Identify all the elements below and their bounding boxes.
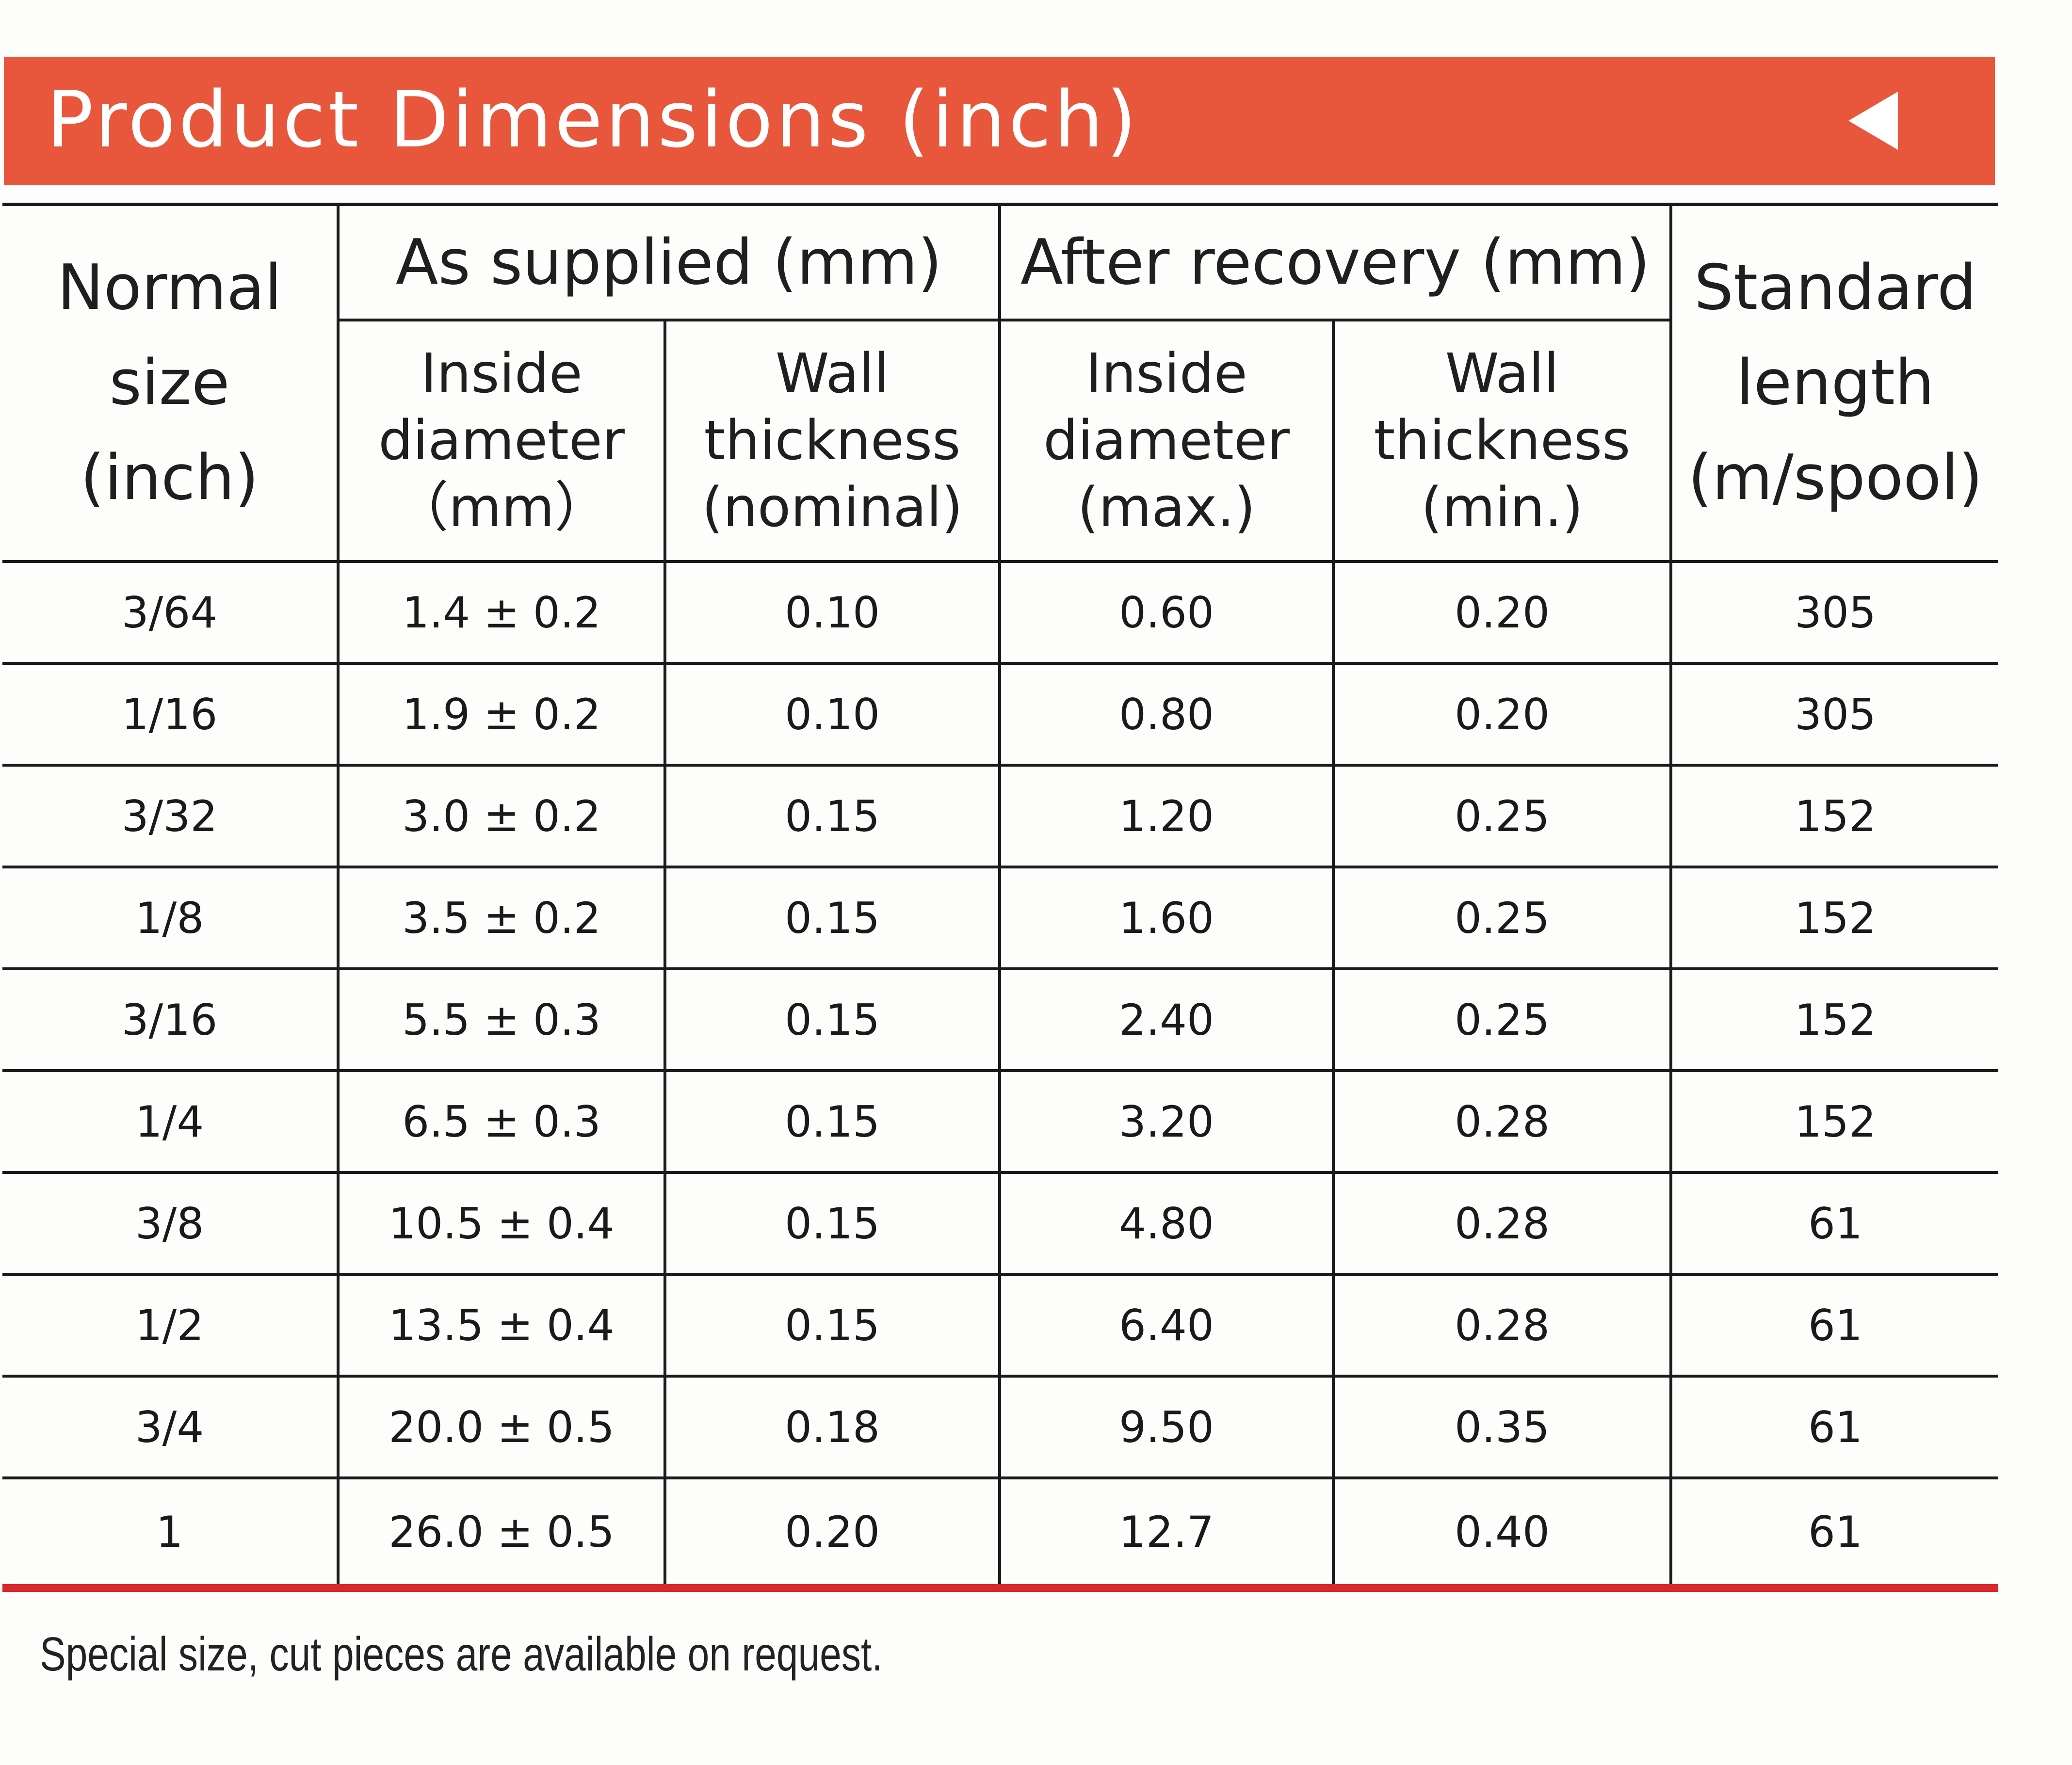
cell-inside-diameter-max: 12.7 [998, 1476, 1335, 1592]
table-row: 1/2 13.5 ± 0.4 0.15 6.40 0.28 61 [2, 1273, 1998, 1378]
cell-normal-size: 1 [2, 1476, 340, 1592]
cell-wall-thickness-nominal: 0.15 [664, 764, 1001, 868]
cell-wall-thickness-min: 0.28 [1332, 1171, 1672, 1276]
cell-standard-length: 152 [1669, 764, 1998, 868]
cell-standard-length: 61 [1669, 1171, 1998, 1276]
cell-normal-size: 1/8 [2, 866, 340, 970]
cell-wall-thickness-nominal: 0.15 [664, 1171, 1001, 1276]
header-after-recovery: After recovery (mm) [998, 203, 1672, 321]
cell-standard-length: 61 [1669, 1375, 1998, 1479]
cell-inside-diameter-max: 1.20 [998, 764, 1335, 868]
cell-wall-thickness-nominal: 0.18 [664, 1375, 1001, 1479]
header-row-sub: Inside diameter （mm） Wall thickness (nom… [2, 319, 1998, 563]
cell-normal-size: 1/16 [2, 662, 340, 767]
header-inside-diameter-supplied: Inside diameter （mm） [338, 319, 666, 563]
cell-wall-thickness-nominal: 0.10 [664, 560, 1001, 665]
cell-wall-thickness-nominal: 0.15 [664, 967, 1001, 1072]
table-row: 1 26.0 ± 0.5 0.20 12.7 0.40 61 [2, 1476, 1998, 1592]
cell-normal-size: 1/4 [2, 1069, 340, 1174]
title-banner: Product Dimensions (inch) [4, 57, 1995, 185]
cell-normal-size: 3/32 [2, 764, 340, 868]
cell-wall-thickness-min: 0.28 [1332, 1273, 1672, 1378]
cell-standard-length: 61 [1669, 1273, 1998, 1378]
dimensions-table: Normal size (inch) As supplied (mm) Afte… [2, 203, 1998, 1592]
header-wall-thickness-min: Wall thickness (min.) [1332, 319, 1671, 563]
cell-inside-diameter-supplied: 3.0 ± 0.2 [337, 764, 666, 868]
table-row: 3/64 1.4 ± 0.2 0.10 0.60 0.20 305 [2, 560, 1998, 665]
table-row: 3/32 3.0 ± 0.2 0.15 1.20 0.25 152 [2, 764, 1998, 868]
triangle-left-icon [1848, 92, 1898, 150]
cell-inside-diameter-supplied: 5.5 ± 0.3 [337, 967, 666, 1072]
cell-inside-diameter-supplied: 1.4 ± 0.2 [337, 560, 666, 665]
cell-inside-diameter-supplied: 13.5 ± 0.4 [337, 1273, 666, 1378]
header-normal-size: Normal size (inch) [2, 203, 340, 563]
header-wall-thickness-nominal: Wall thickness (nominal) [664, 319, 1001, 563]
table-row: 1/4 6.5 ± 0.3 0.15 3.20 0.28 152 [2, 1069, 1998, 1174]
cell-standard-length: 152 [1669, 866, 1998, 970]
cell-inside-diameter-max: 0.60 [998, 560, 1335, 665]
table-row: 1/8 3.5 ± 0.2 0.15 1.60 0.25 152 [2, 866, 1998, 970]
header-inside-diameter-max: Inside diameter (max.) [998, 319, 1335, 563]
cell-wall-thickness-nominal: 0.20 [664, 1476, 1001, 1592]
header-as-supplied: As supplied (mm) [337, 203, 1001, 321]
table-body: 3/64 1.4 ± 0.2 0.10 0.60 0.20 305 1/16 1.9 ± 0.… [2, 560, 1998, 1592]
header-row-groups: Normal size (inch) As supplied (mm) Afte… [2, 203, 1998, 563]
cell-normal-size: 3/64 [2, 560, 340, 665]
footer-note: Special size, cut pieces are available o… [40, 1627, 883, 1681]
cell-wall-thickness-min: 0.35 [1332, 1375, 1672, 1479]
cell-wall-thickness-min: 0.25 [1332, 866, 1672, 970]
table-row: 3/4 20.0 ± 0.5 0.18 9.50 0.35 61 [2, 1375, 1998, 1479]
cell-normal-size: 3/8 [2, 1171, 340, 1276]
cell-inside-diameter-max: 6.40 [998, 1273, 1335, 1378]
cell-standard-length: 152 [1669, 1069, 1998, 1174]
cell-normal-size: 1/2 [2, 1273, 340, 1378]
cell-inside-diameter-max: 2.40 [998, 967, 1335, 1072]
cell-inside-diameter-supplied: 1.9 ± 0.2 [337, 662, 666, 767]
cell-wall-thickness-min: 0.25 [1332, 967, 1672, 1072]
cell-standard-length: 305 [1669, 560, 1998, 665]
cell-wall-thickness-min: 0.20 [1332, 662, 1672, 767]
cell-wall-thickness-min: 0.40 [1332, 1476, 1672, 1592]
cell-normal-size: 3/16 [2, 967, 340, 1072]
cell-normal-size: 3/4 [2, 1375, 340, 1479]
cell-inside-diameter-supplied: 10.5 ± 0.4 [337, 1171, 666, 1276]
cell-inside-diameter-supplied: 26.0 ± 0.5 [337, 1476, 666, 1592]
cell-inside-diameter-max: 0.80 [998, 662, 1335, 767]
cell-standard-length: 305 [1669, 662, 1998, 767]
table-row: 1/16 1.9 ± 0.2 0.10 0.80 0.20 305 [2, 662, 1998, 767]
cell-inside-diameter-max: 9.50 [998, 1375, 1335, 1479]
table-row: 3/8 10.5 ± 0.4 0.15 4.80 0.28 61 [2, 1171, 1998, 1276]
cell-standard-length: 152 [1669, 967, 1998, 1072]
cell-inside-diameter-supplied: 3.5 ± 0.2 [337, 866, 666, 970]
table-row: 3/16 5.5 ± 0.3 0.15 2.40 0.25 152 [2, 967, 1998, 1072]
cell-inside-diameter-max: 4.80 [998, 1171, 1335, 1276]
page-title: Product Dimensions (inch) [47, 74, 1140, 165]
cell-standard-length: 61 [1669, 1476, 1998, 1592]
header-standard-length: Standard length (m/spool) [1669, 203, 1998, 563]
cell-wall-thickness-nominal: 0.15 [664, 1273, 1001, 1378]
cell-inside-diameter-max: 3.20 [998, 1069, 1335, 1174]
cell-wall-thickness-min: 0.25 [1332, 764, 1672, 868]
cell-wall-thickness-min: 0.20 [1332, 560, 1672, 665]
cell-wall-thickness-nominal: 0.10 [664, 662, 1001, 767]
cell-inside-diameter-max: 1.60 [998, 866, 1335, 970]
cell-wall-thickness-min: 0.28 [1332, 1069, 1672, 1174]
cell-wall-thickness-nominal: 0.15 [664, 1069, 1001, 1174]
cell-inside-diameter-supplied: 6.5 ± 0.3 [337, 1069, 666, 1174]
cell-inside-diameter-supplied: 20.0 ± 0.5 [337, 1375, 666, 1479]
cell-wall-thickness-nominal: 0.15 [664, 866, 1001, 970]
